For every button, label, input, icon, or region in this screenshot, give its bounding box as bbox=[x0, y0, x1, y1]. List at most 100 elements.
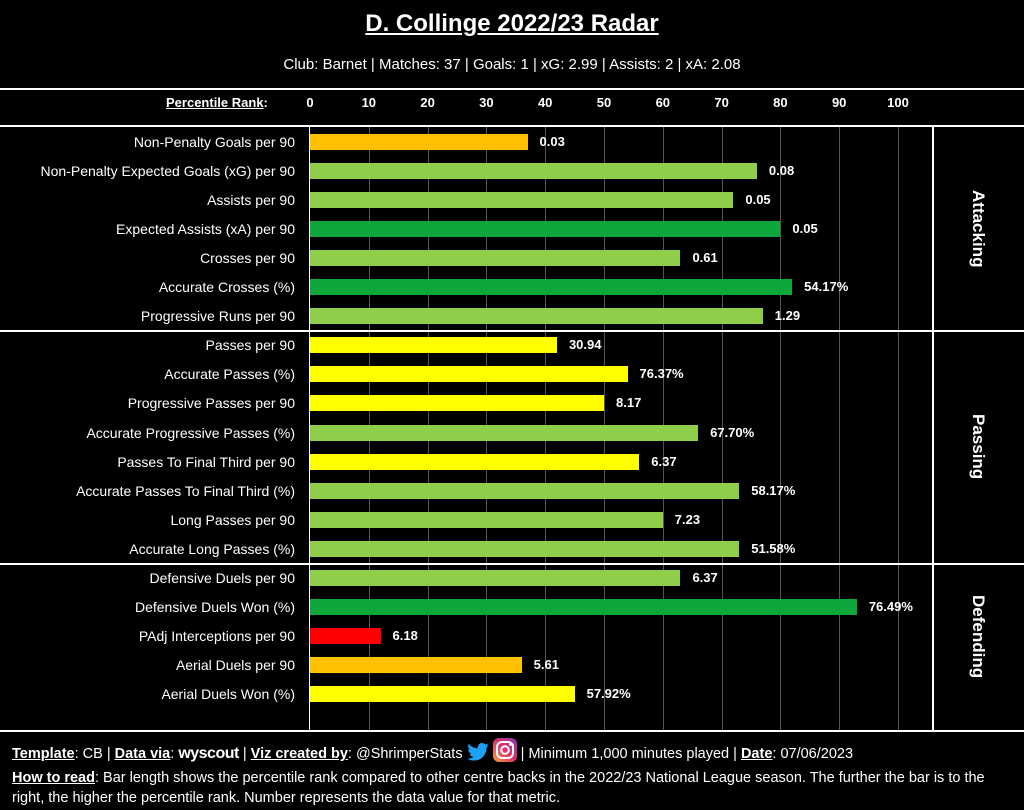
bar bbox=[310, 540, 740, 557]
metric-label: Accurate Crosses (%) bbox=[158, 279, 295, 296]
value-label: 30.94 bbox=[568, 337, 602, 353]
min-minutes: | Minimum 1,000 minutes played | bbox=[516, 746, 741, 762]
data-via-sep: : bbox=[170, 746, 179, 762]
value-label: 0.03 bbox=[539, 133, 565, 149]
section-label: Defending bbox=[969, 594, 988, 678]
tick-label: 30 bbox=[479, 95, 494, 110]
bar bbox=[310, 191, 734, 208]
tick-label: 100 bbox=[887, 95, 909, 110]
axis-label: Percentile Rank: bbox=[166, 95, 268, 110]
bar bbox=[310, 686, 575, 703]
metric-label: PAdj Interceptions per 90 bbox=[138, 628, 295, 645]
footer-line-2: How to read: Bar length shows the percen… bbox=[12, 768, 1012, 808]
value-label: 0.05 bbox=[745, 191, 771, 207]
chart-title: D. Collinge 2022/23 Radar bbox=[365, 10, 659, 37]
tick-label: 90 bbox=[831, 95, 847, 110]
value-label: 1.29 bbox=[774, 308, 801, 324]
date-label: Date bbox=[740, 746, 773, 762]
metric-label: Defensive Duels per 90 bbox=[149, 570, 295, 587]
section-divider bbox=[0, 329, 1024, 332]
section-label: Attacking bbox=[969, 190, 988, 268]
twitter-icon bbox=[466, 743, 489, 767]
metric-label: Progressive Runs per 90 bbox=[140, 308, 295, 325]
tick-label: 60 bbox=[655, 95, 671, 110]
bar bbox=[310, 366, 628, 383]
bar bbox=[310, 249, 681, 266]
footer-divider bbox=[0, 730, 1024, 732]
metric-label: Long Passes per 90 bbox=[170, 511, 295, 528]
metric-label: Progressive Passes per 90 bbox=[127, 395, 295, 412]
metric-label: Non-Penalty Expected Goals (xG) per 90 bbox=[40, 162, 295, 179]
value-label: 5.61 bbox=[533, 657, 559, 673]
gridline bbox=[780, 127, 781, 730]
header-top-divider bbox=[0, 88, 1024, 90]
value-label: 7.23 bbox=[674, 511, 701, 527]
value-label: 76.37% bbox=[639, 366, 684, 382]
tick-label: 80 bbox=[773, 95, 788, 110]
tick-label: 0 bbox=[306, 95, 314, 110]
metric-label: Aerial Duels Won (%) bbox=[161, 686, 295, 703]
bar bbox=[310, 657, 522, 674]
footer: Template: CB | Data via: wyscout | Viz c… bbox=[12, 738, 1012, 808]
bar bbox=[310, 133, 528, 150]
metric-label: Accurate Progressive Passes (%) bbox=[86, 424, 295, 441]
bar bbox=[310, 162, 757, 179]
value-label: 57.92% bbox=[586, 686, 631, 702]
tick-label: 40 bbox=[537, 95, 553, 110]
header-bottom-divider bbox=[0, 125, 1024, 127]
gridline bbox=[898, 127, 899, 730]
tick-label: 20 bbox=[420, 95, 435, 110]
date-value: : 07/06/2023 bbox=[772, 746, 854, 762]
gridline bbox=[722, 127, 723, 730]
footer-line-1: Template: CB | Data via: wyscout | Viz c… bbox=[12, 738, 1012, 768]
bar bbox=[310, 599, 857, 616]
tick-label: 50 bbox=[596, 95, 612, 110]
bar bbox=[310, 628, 381, 645]
instagram-icon bbox=[492, 738, 517, 768]
how-to-read-label: How to read bbox=[12, 770, 95, 786]
value-label: 8.17 bbox=[616, 395, 642, 411]
section-divider bbox=[0, 562, 1024, 565]
metric-label: Accurate Passes To Final Third (%) bbox=[76, 482, 295, 499]
value-label: 67.70% bbox=[710, 424, 755, 440]
bar bbox=[310, 570, 681, 587]
value-label: 0.08 bbox=[768, 162, 795, 178]
metric-label: Aerial Duels per 90 bbox=[175, 657, 295, 674]
value-label: 58.17% bbox=[751, 482, 796, 498]
metric-label: Expected Assists (xA) per 90 bbox=[116, 220, 295, 237]
tick-label: 70 bbox=[714, 95, 729, 110]
metric-label: Crosses per 90 bbox=[200, 249, 295, 266]
axis-label-text: Percentile Rank bbox=[166, 95, 264, 110]
viz-value: : @ShrimperStats bbox=[347, 746, 463, 762]
bar bbox=[310, 424, 699, 441]
metric-label: Accurate Long Passes (%) bbox=[129, 540, 295, 557]
bar bbox=[310, 308, 763, 325]
value-label: 0.61 bbox=[692, 249, 718, 265]
axis-zero-line bbox=[309, 127, 310, 730]
bar bbox=[310, 279, 793, 296]
value-label: 76.49% bbox=[868, 599, 913, 615]
tick-label: 10 bbox=[361, 95, 377, 110]
bar bbox=[310, 220, 781, 237]
metric-label: Passes To Final Third per 90 bbox=[117, 453, 295, 470]
bar bbox=[310, 511, 663, 528]
bar bbox=[310, 453, 640, 470]
bar bbox=[310, 337, 557, 354]
value-label: 6.18 bbox=[392, 628, 418, 644]
wyscout-logo: wyscout bbox=[178, 745, 239, 762]
gridline bbox=[839, 127, 840, 730]
metric-label: Defensive Duels Won (%) bbox=[134, 599, 295, 616]
template-value: : CB | bbox=[74, 746, 115, 762]
data-via-label: Data via bbox=[114, 746, 171, 762]
metric-label: Assists per 90 bbox=[207, 191, 295, 208]
value-label: 51.58% bbox=[751, 540, 796, 556]
chart-subtitle: Club: Barnet | Matches: 37 | Goals: 1 | … bbox=[283, 56, 741, 73]
bar bbox=[310, 482, 740, 499]
value-label: 0.05 bbox=[792, 220, 818, 236]
metric-label: Passes per 90 bbox=[205, 337, 296, 354]
section-label: Passing bbox=[969, 414, 988, 480]
value-label: 54.17% bbox=[804, 279, 849, 295]
how-to-read-text: : Bar length shows the percentile rank c… bbox=[12, 770, 985, 806]
metric-label: Non-Penalty Goals per 90 bbox=[133, 133, 295, 150]
value-label: 6.37 bbox=[692, 570, 718, 586]
